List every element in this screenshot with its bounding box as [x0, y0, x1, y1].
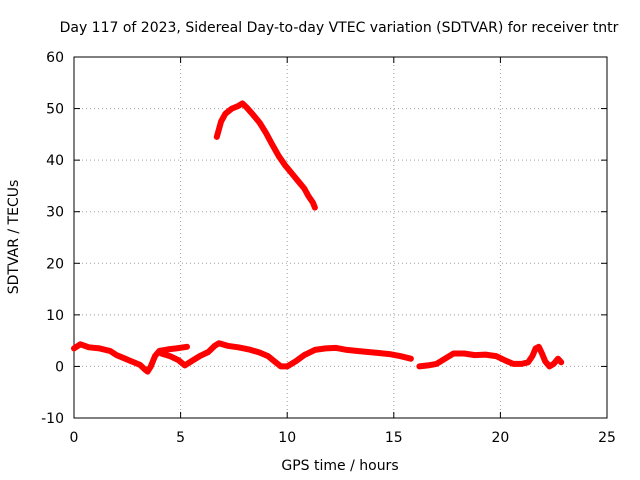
series-line [71, 341, 190, 375]
y-tick-label: 20 [46, 256, 64, 272]
x-tick-label: 10 [278, 430, 296, 446]
series-line [416, 343, 565, 370]
y-tick-label: 40 [46, 153, 64, 169]
series-line [158, 340, 414, 370]
y-tick-label: 30 [46, 205, 64, 221]
y-tick-label: 0 [55, 359, 64, 375]
series-layer [71, 100, 565, 375]
x-tick-label: 0 [70, 430, 79, 446]
chart-title: Day 117 of 2023, Sidereal Day-to-day VTE… [60, 20, 619, 36]
x-tick-label: 25 [598, 430, 616, 446]
tick-labels: 0 5 10 15 20 25 -10 0 10 20 30 40 50 60 [41, 50, 616, 446]
y-tick-label: 60 [46, 50, 64, 66]
x-axis-label: GPS time / hours [281, 458, 398, 474]
x-tick-label: 20 [491, 430, 509, 446]
axis-ticks [73, 56, 608, 419]
y-axis-label: SDTVAR / TECUs [6, 180, 22, 295]
y-tick-label: 50 [46, 102, 64, 118]
x-tick-label: 15 [385, 430, 403, 446]
series-line [213, 100, 318, 211]
x-tick-label: 5 [176, 430, 185, 446]
y-tick-label: 10 [46, 308, 64, 324]
y-tick-label: -10 [41, 411, 64, 427]
plot-frame [73, 56, 608, 419]
